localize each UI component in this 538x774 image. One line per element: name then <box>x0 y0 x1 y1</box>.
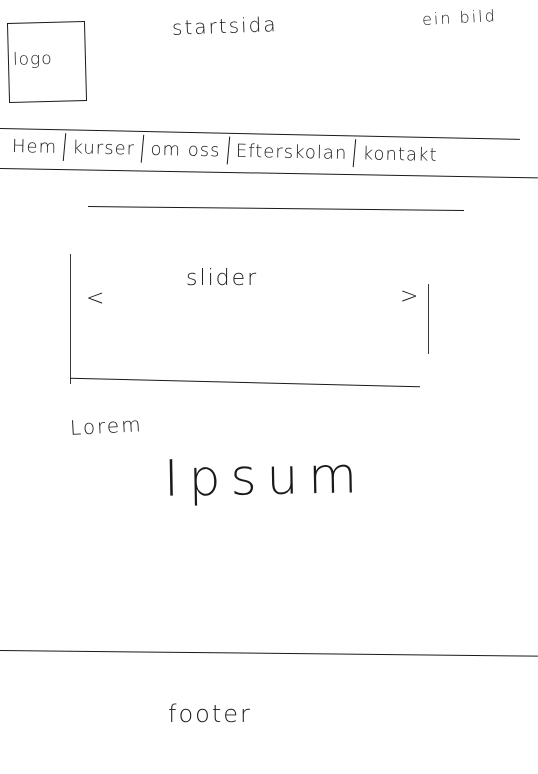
nav-separator <box>62 133 67 162</box>
slider-border <box>428 284 429 354</box>
slider-label: slider <box>186 266 259 291</box>
footer-divider <box>0 650 538 657</box>
nav-divider-bottom <box>0 168 538 179</box>
logo[interactable]: logo <box>6 20 88 104</box>
content-body: Ipsum <box>163 446 368 508</box>
nav-item-om-oss[interactable]: om oss <box>150 138 221 161</box>
nav-item-kontakt[interactable]: kontakt <box>362 142 438 166</box>
slider-border <box>88 206 464 211</box>
nav-item-hem[interactable]: Hem <box>11 135 58 158</box>
chevron-right-icon[interactable]: > <box>400 284 420 309</box>
nav-separator <box>140 134 145 163</box>
slider-border <box>70 254 71 384</box>
nav-separator <box>353 139 358 168</box>
logo-label: logo <box>12 48 53 70</box>
page-title: startsida <box>171 12 278 40</box>
chevron-left-icon[interactable]: < <box>86 286 106 311</box>
image-note: ein bild <box>421 6 498 29</box>
nav-separator <box>226 136 231 165</box>
image-slider[interactable]: < slider > <box>70 204 464 390</box>
slider-border <box>70 377 420 388</box>
footer: footer <box>168 700 252 728</box>
content-heading: Lorem <box>69 412 144 440</box>
nav-item-kurser[interactable]: kurser <box>72 136 136 160</box>
nav-item-efterskolan[interactable]: Efterskolan <box>235 140 348 164</box>
